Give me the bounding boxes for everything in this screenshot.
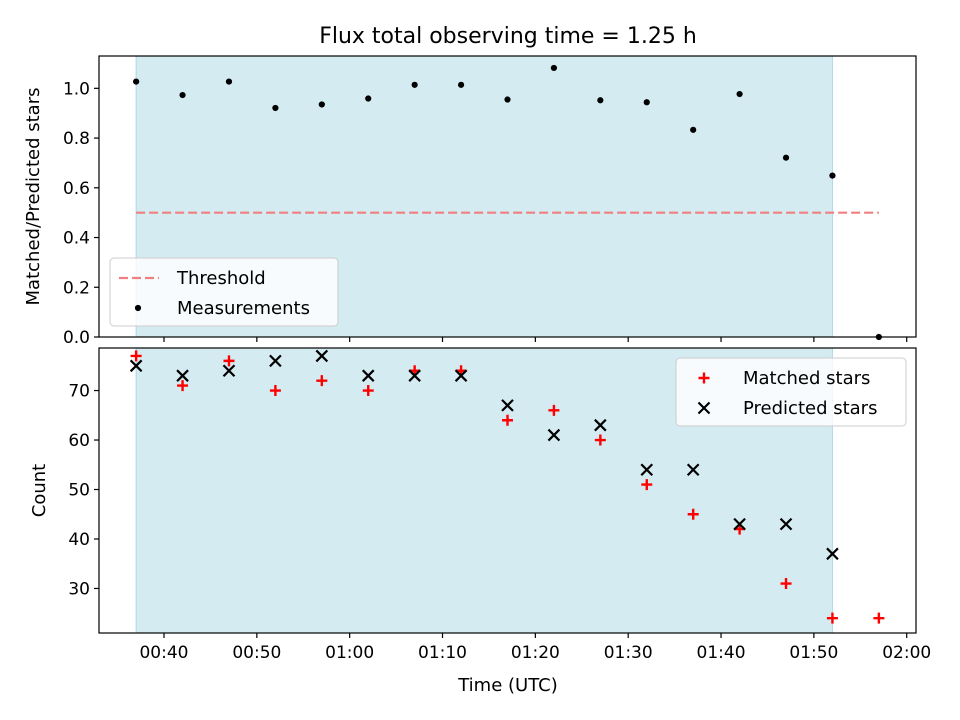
predicted-point <box>408 369 421 382</box>
ratio-panel: 0.0 0.2 0.4 0.6 0.8 1.0 Matched/Predicted star… <box>23 55 917 348</box>
y-tick-label: 50 <box>68 481 90 501</box>
y-tick-label: 0.2 <box>63 278 90 298</box>
predicted-point <box>222 364 236 378</box>
measurement-point <box>179 91 186 99</box>
predicted-point <box>176 369 189 382</box>
x-tick-label: 01:40 <box>697 643 746 663</box>
y-axis-label: Count <box>29 464 50 517</box>
matched-point <box>223 355 235 367</box>
measurement-point <box>133 78 140 85</box>
predicted-point <box>315 349 329 363</box>
legend-label: Threshold <box>176 268 266 289</box>
legend-box <box>675 357 907 427</box>
measurement-point <box>411 81 418 88</box>
matched-point <box>873 612 885 624</box>
predicted-point <box>779 517 793 531</box>
legend: Threshold Measurements <box>109 257 339 327</box>
legend-predicted-swatch <box>697 401 711 415</box>
x-tick-label: 02:00 <box>882 643 931 663</box>
matched-point <box>502 414 513 426</box>
y-tick-label: 0.4 <box>63 229 90 249</box>
matched-point <box>687 508 699 520</box>
legend-box <box>109 257 339 327</box>
matched-point <box>177 380 189 392</box>
measurement-point <box>597 97 604 104</box>
measurement-point <box>690 126 697 133</box>
matched-point <box>780 578 792 590</box>
predicted-point <box>826 547 839 561</box>
matched-point <box>548 404 560 416</box>
matched-point <box>130 350 142 362</box>
legend-measurement-swatch <box>134 304 142 312</box>
y-tick-label: 0.6 <box>63 179 90 199</box>
figure-title: Flux total observing time = 1.25 h <box>319 24 697 49</box>
matched-point <box>826 612 838 624</box>
plot-frame <box>98 55 917 338</box>
legend-matched-swatch <box>698 372 710 384</box>
plot-frame <box>98 347 917 634</box>
matched-point <box>316 375 328 387</box>
y-tick-label: 40 <box>68 530 90 550</box>
y-tick-label: 0.8 <box>63 129 90 149</box>
legend-label: Measurements <box>177 298 310 319</box>
matched-point <box>641 479 653 491</box>
predicted-point <box>269 354 282 368</box>
x-tick-label: 01:10 <box>418 643 467 663</box>
legend-label: Matched stars <box>743 368 870 389</box>
x-tick-label: 00:40 <box>139 643 188 663</box>
predicted-point <box>686 463 700 476</box>
predicted-point <box>594 418 607 432</box>
measurement-point <box>829 172 836 179</box>
x-axis-label: Time (UTC) <box>457 675 558 696</box>
y-tick-label: 0.0 <box>63 328 90 348</box>
matched-point <box>594 434 606 446</box>
predicted-point <box>733 517 746 531</box>
measurement-point <box>782 154 790 161</box>
predicted-point <box>454 369 468 382</box>
y-tick-label: 60 <box>68 431 90 451</box>
matched-point <box>269 385 281 397</box>
y-axis-label: Matched/Predicted stars <box>23 88 44 306</box>
measurement-point <box>643 99 650 106</box>
series-predicted-stars <box>129 349 839 561</box>
matched-point <box>362 385 374 397</box>
predicted-point <box>640 463 654 476</box>
measurement-point <box>504 96 511 103</box>
predicted-point <box>547 428 561 442</box>
measurement-point <box>550 64 558 72</box>
series-matched-stars <box>130 350 885 624</box>
predicted-point <box>129 359 143 373</box>
measurement-point <box>457 81 465 88</box>
x-tick-label: 01:30 <box>604 643 653 663</box>
x-tick-label: 01:50 <box>789 643 838 663</box>
y-tick-label: 30 <box>68 579 90 599</box>
legend: Matched stars Predicted stars <box>675 357 907 427</box>
y-tick-label: 1.0 <box>63 79 90 99</box>
measurement-point <box>272 104 279 112</box>
x-tick-label: 01:20 <box>511 643 560 663</box>
x-tick-label: 00:50 <box>232 643 281 663</box>
measurement-point <box>365 95 372 102</box>
measurement-point <box>225 78 233 85</box>
count-panel: 00:40 00:50 01:00 01:10 01:20 01:30 01:40 01:50… <box>29 347 931 663</box>
series-measurements <box>133 64 882 341</box>
y-tick-label: 70 <box>68 382 90 402</box>
x-tick-label: 01:00 <box>325 643 374 663</box>
measurement-point <box>318 101 325 108</box>
predicted-point <box>361 369 375 382</box>
predicted-point <box>501 399 514 412</box>
legend-label: Predicted stars <box>743 398 877 419</box>
measurement-point <box>736 90 743 98</box>
